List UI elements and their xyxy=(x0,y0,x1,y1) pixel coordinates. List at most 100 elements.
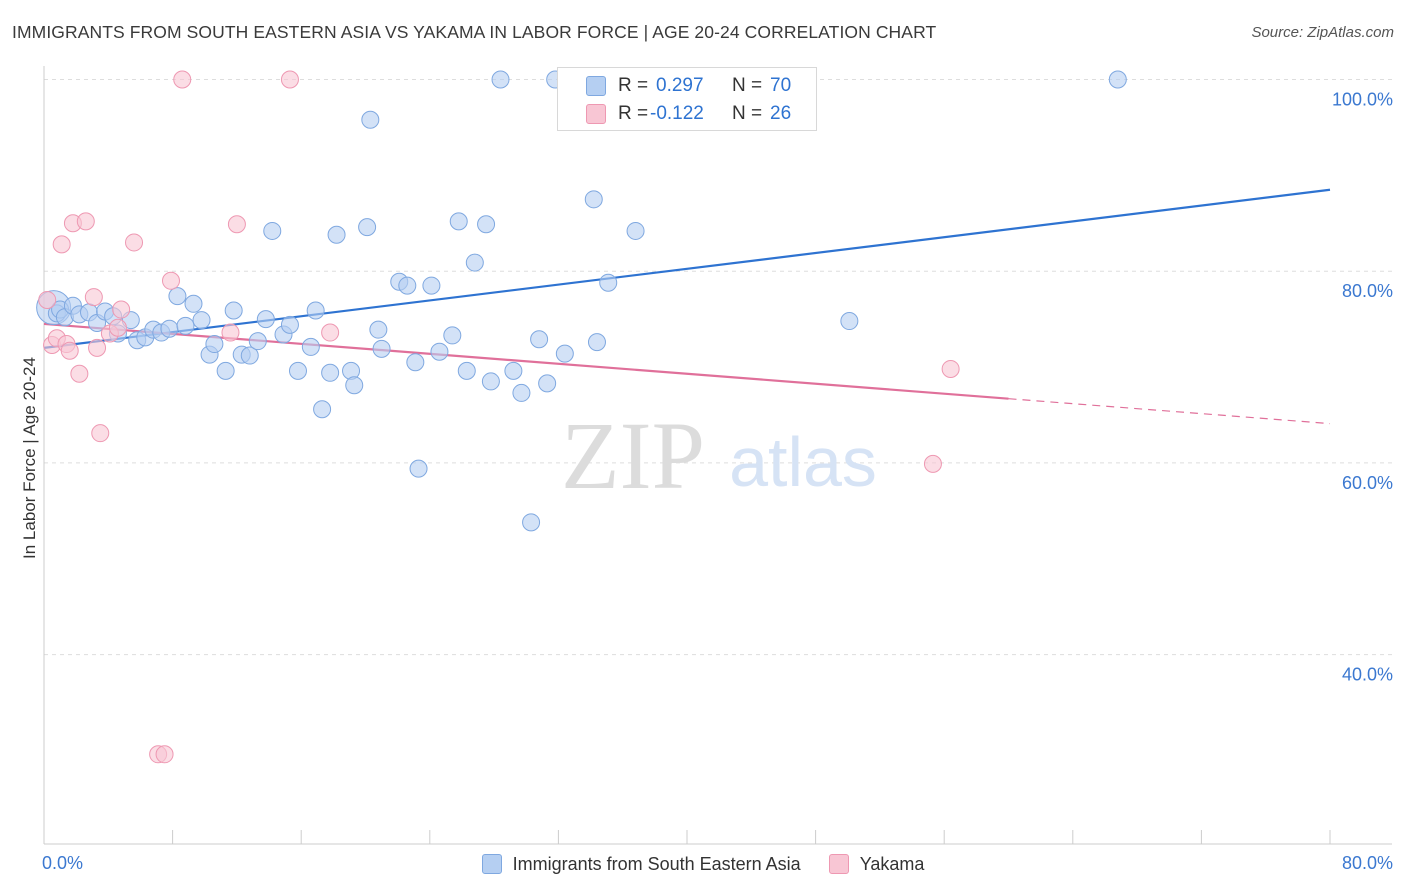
watermark-atlas: atlas xyxy=(729,423,877,501)
source-credit: Source: ZipAtlas.com xyxy=(1251,24,1394,41)
point-immigrants xyxy=(345,376,364,395)
point-yakama xyxy=(173,70,192,89)
point-immigrants xyxy=(248,332,267,351)
point-immigrants xyxy=(361,110,380,129)
point-yakama xyxy=(70,364,89,383)
point-yakama xyxy=(88,338,107,357)
point-yakama xyxy=(280,70,299,89)
point-immigrants xyxy=(256,310,275,329)
r-value: -0.122 xyxy=(650,103,704,124)
point-yakama xyxy=(125,233,144,252)
point-immigrants xyxy=(538,374,557,393)
point-yakama xyxy=(941,359,960,378)
point-yakama xyxy=(108,318,127,337)
trend-line-yakama xyxy=(43,322,1009,400)
point-immigrants xyxy=(522,513,541,532)
tick-labels: 40.0% 60.0% 80.0% 100.0% 0.0% 80.0% xyxy=(42,90,1393,874)
point-immigrants xyxy=(327,225,346,244)
point-immigrants xyxy=(599,273,618,292)
trend-line-yakama-extrapolated xyxy=(1008,398,1331,425)
point-immigrants xyxy=(587,333,606,352)
legend-item-yakama: Yakama xyxy=(828,853,925,875)
point-immigrants xyxy=(430,342,449,361)
point-yakama xyxy=(38,290,57,309)
y-tick-label: 60.0% xyxy=(1342,473,1393,493)
point-yakama xyxy=(76,212,95,231)
n-value: 26 xyxy=(770,103,792,124)
point-immigrants xyxy=(205,335,224,354)
point-yakama xyxy=(227,215,246,234)
y-tick-label: 40.0% xyxy=(1342,665,1393,685)
r-label: R = xyxy=(618,75,649,96)
point-immigrants xyxy=(321,363,340,382)
point-immigrants xyxy=(358,218,377,237)
point-immigrants xyxy=(555,344,574,363)
axes xyxy=(43,66,1392,845)
point-immigrants xyxy=(280,315,299,334)
gridlines xyxy=(44,79,1392,656)
data-points xyxy=(36,70,1127,764)
pink-swatch xyxy=(586,104,606,124)
legend-item-immigrants: Immigrants from South Eastern Asia xyxy=(481,853,801,875)
point-immigrants xyxy=(481,372,500,391)
point-yakama xyxy=(52,235,71,254)
watermark-zip: ZIP xyxy=(561,402,705,509)
legend-swatch-pink xyxy=(828,854,849,874)
point-immigrants xyxy=(422,276,441,295)
point-yakama xyxy=(60,341,79,360)
point-immigrants xyxy=(160,319,179,338)
point-immigrants xyxy=(626,221,645,240)
point-yakama xyxy=(91,424,110,443)
legend-label: Immigrants from South Eastern Asia xyxy=(512,853,801,874)
legend-swatch-blue xyxy=(481,854,502,874)
n-label: N = xyxy=(732,103,763,124)
point-immigrants xyxy=(168,287,187,306)
point-yakama xyxy=(923,454,942,473)
point-immigrants xyxy=(372,339,391,358)
point-immigrants xyxy=(406,353,425,372)
r-label: R = xyxy=(618,103,649,124)
point-immigrants xyxy=(584,190,603,209)
point-immigrants xyxy=(477,215,496,234)
stats-box: R = 0.297 N = 70 R = -0.122 N = 26 xyxy=(557,67,817,131)
point-yakama xyxy=(112,300,131,319)
point-immigrants xyxy=(176,316,195,335)
point-yakama xyxy=(161,271,180,290)
point-immigrants xyxy=(288,361,307,380)
r-value: 0.297 xyxy=(656,75,704,96)
point-immigrants xyxy=(491,70,510,89)
n-value: 70 xyxy=(770,75,792,96)
point-immigrants xyxy=(306,301,325,320)
point-immigrants xyxy=(512,383,531,402)
x-tick-label: 80.0% xyxy=(1342,853,1393,873)
point-immigrants xyxy=(457,361,476,380)
n-label: N = xyxy=(732,75,763,96)
watermark: ZIP atlas xyxy=(561,402,877,509)
point-immigrants xyxy=(443,326,462,345)
point-immigrants xyxy=(369,320,388,339)
point-immigrants xyxy=(224,301,243,320)
point-immigrants xyxy=(449,212,468,231)
point-immigrants xyxy=(184,294,203,313)
legend-label: Yakama xyxy=(859,853,925,874)
trend-line-immigrants xyxy=(43,188,1331,349)
point-immigrants xyxy=(240,346,259,365)
y-tick-label: 100.0% xyxy=(1332,90,1393,110)
point-yakama xyxy=(84,288,103,307)
blue-swatch xyxy=(586,76,606,96)
point-immigrants xyxy=(192,311,211,330)
point-immigrants xyxy=(216,361,235,380)
point-immigrants xyxy=(263,221,282,240)
point-yakama xyxy=(221,323,240,342)
legend: Immigrants from South Eastern Asia Yakam… xyxy=(0,848,1406,880)
chart-title: IMMIGRANTS FROM SOUTH EASTERN ASIA VS YA… xyxy=(12,22,937,42)
point-yakama xyxy=(321,323,340,342)
point-immigrants xyxy=(409,459,428,478)
point-immigrants xyxy=(313,400,332,419)
y-tick-label: 80.0% xyxy=(1342,281,1393,301)
point-immigrants xyxy=(840,312,859,331)
point-immigrants xyxy=(301,337,320,356)
point-immigrants xyxy=(530,330,549,349)
point-yakama xyxy=(155,745,174,764)
